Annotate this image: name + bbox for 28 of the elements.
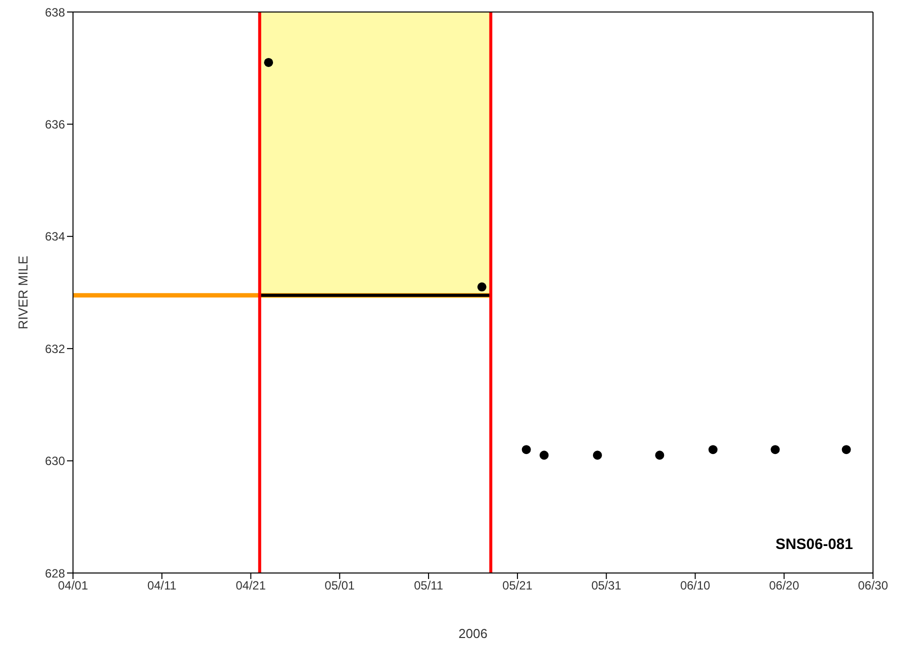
x-tick-label: 05/01 <box>324 578 356 593</box>
point <box>264 58 274 67</box>
x-tick-label: 06/30 <box>858 578 888 593</box>
point <box>770 445 780 454</box>
x-tick-label: 04/21 <box>236 578 266 593</box>
point <box>708 445 718 454</box>
point <box>842 445 851 454</box>
x-tick-label: 05/31 <box>591 578 622 593</box>
x-axis-title: 2006 <box>458 626 488 641</box>
point <box>592 450 602 460</box>
point <box>477 282 486 292</box>
y-tick-label: 638 <box>44 5 66 20</box>
y-tick-label: 628 <box>44 566 66 580</box>
annotation: SNS06-081 <box>775 536 853 553</box>
point <box>522 445 531 454</box>
y-tick-label: 632 <box>44 342 66 356</box>
y-axis-title: RIVER MILE <box>16 255 31 330</box>
x-tick-label: 04/11 <box>147 578 177 593</box>
x-tick-label: 06/20 <box>769 578 800 593</box>
x-tick-label: 05/21 <box>502 578 533 593</box>
x-tick-label: 06/10 <box>680 578 711 593</box>
x-tick-label: 04/01 <box>58 578 88 593</box>
x-tick-label: 05/11 <box>414 578 444 593</box>
y-tick-label: 630 <box>44 454 66 468</box>
point <box>540 450 549 460</box>
y-tick-label: 636 <box>44 117 66 132</box>
y-tick-label: 634 <box>44 230 66 244</box>
point <box>655 450 664 460</box>
